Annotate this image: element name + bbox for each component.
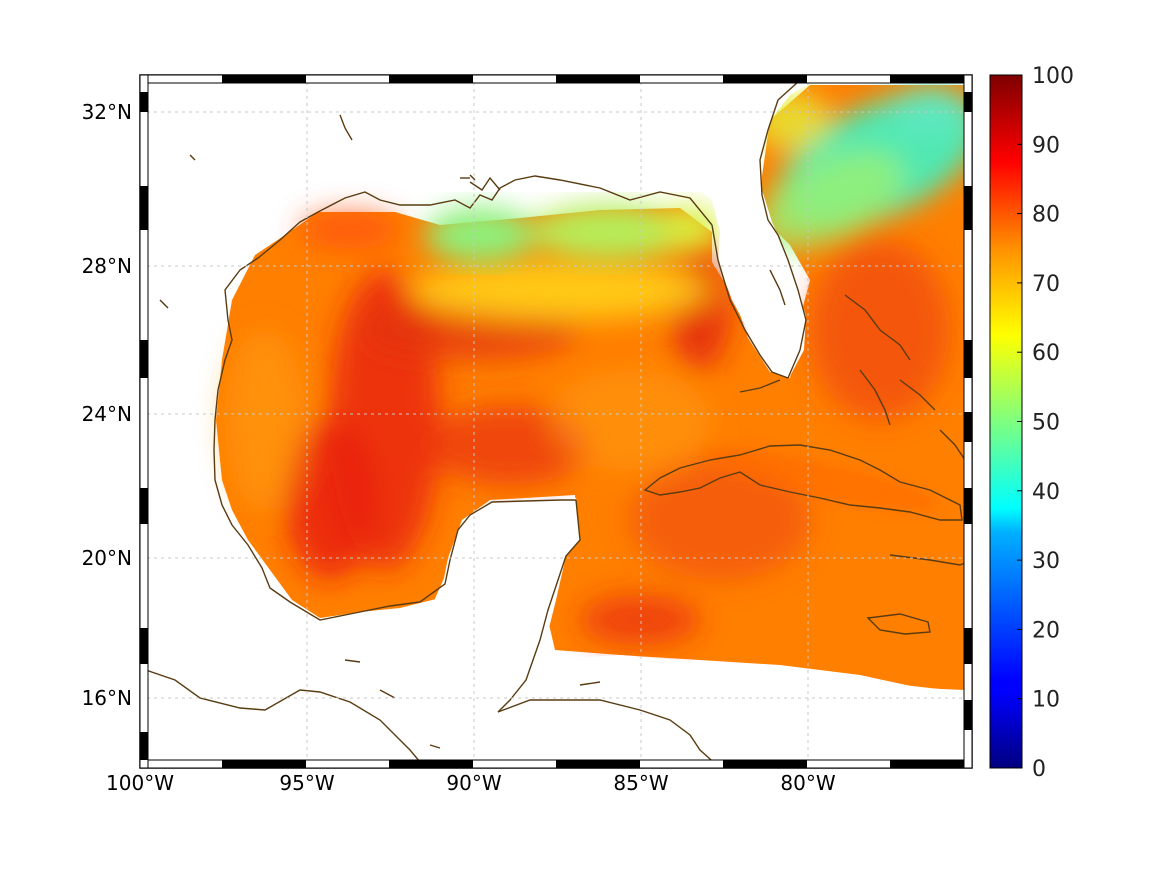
colorbar-tick-label: 30 <box>1032 549 1060 574</box>
x-tick-label: 85°W <box>613 771 668 795</box>
colorbar-tick-label: 80 <box>1032 203 1060 228</box>
colorbar-ramp <box>989 74 1023 769</box>
colorbar-tick-label: 70 <box>1032 272 1060 297</box>
colorbar-tick-label: 50 <box>1032 411 1060 436</box>
map-frame <box>139 74 973 769</box>
x-tick-label: 95°W <box>279 771 334 795</box>
central-america-land <box>140 660 420 768</box>
x-tick-label: 90°W <box>446 771 501 795</box>
y-tick-label: 28°N <box>82 254 132 278</box>
y-axis-labels: 32°N 28°N 24°N 20°N 16°N <box>82 100 132 710</box>
colorbar-tick-label: 0 <box>1032 757 1046 782</box>
colorbar-tick-label: 40 <box>1032 480 1060 505</box>
y-tick-label: 16°N <box>82 686 132 710</box>
y-tick-label: 24°N <box>82 402 132 426</box>
x-tick-label: 80°W <box>780 771 835 795</box>
coastlines <box>140 75 972 768</box>
sea-surface-field <box>140 75 972 768</box>
colorbar-tick-label: 20 <box>1032 618 1060 643</box>
colorbar-tick-label: 90 <box>1032 133 1060 158</box>
x-tick-label: 100°W <box>106 771 174 795</box>
jamaica-island <box>866 613 931 635</box>
yucatan-land <box>420 498 580 680</box>
y-tick-label: 20°N <box>82 546 132 570</box>
y-tick-label: 32°N <box>82 100 132 124</box>
graticule <box>140 75 972 768</box>
colorbar-tick-label: 10 <box>1032 688 1060 713</box>
map-panel: 100°W 95°W 90°W 85°W 80°W 32°N 28°N 24°N… <box>82 74 973 795</box>
colorbar-tick-label: 100 <box>1032 64 1074 89</box>
x-axis-labels: 100°W 95°W 90°W 85°W 80°W <box>106 771 836 795</box>
colorbar-tick-label: 60 <box>1032 341 1060 366</box>
